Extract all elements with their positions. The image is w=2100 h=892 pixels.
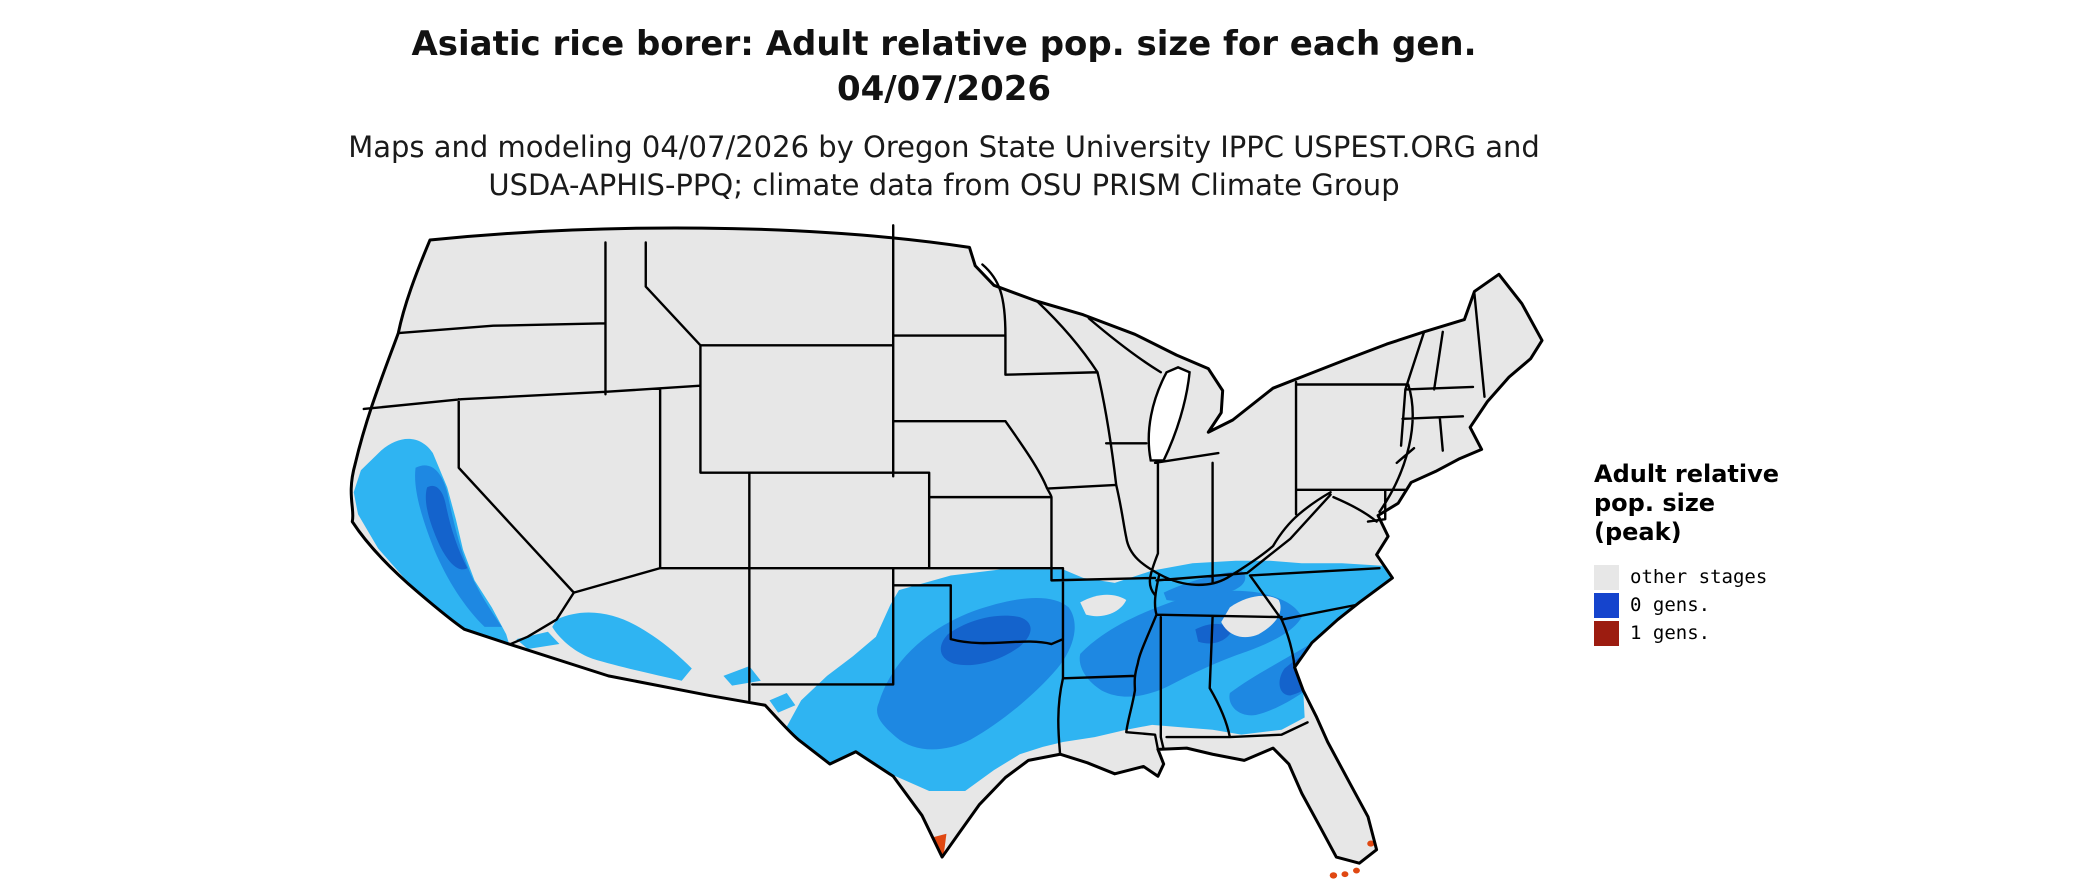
legend-swatch-1-gens [1594,620,1619,646]
legend-title: Adult relative pop. size (peak) [1594,460,1894,547]
gen1-key-spot [1329,872,1338,879]
gen1-key-spot [1341,871,1349,878]
gen1-spots-florida-keys [1329,867,1360,879]
legend-swatch-0-gens [1594,592,1619,618]
legend-swatch-other-stages [1594,564,1619,590]
legend-label-1-gens: 1 gens. [1630,622,1711,644]
gen0-patch-new-mexico [723,666,796,713]
legend-item-other-stages: other stages [1594,563,1894,591]
gen0-hotspot-oklahoma [940,615,1031,666]
other-stages-ozark-gap [1080,594,1127,617]
legend-item-1-gens: 1 gens. [1594,619,1894,647]
legend-item-0-gens: 0 gens. [1594,591,1894,619]
map-date: 04/07/2026 [836,69,1052,109]
legend-label-other-stages: other stages [1630,566,1768,588]
gen0-patch-arizona [516,612,692,681]
gen1-key-spot [1353,867,1360,874]
legend-title-line2: pop. size [1594,489,1716,517]
map-credits-line2: USDA-APHIS-PPQ; climate data from OSU PR… [488,168,1400,202]
map-credits-line1: Maps and modeling 04/07/2026 by Oregon S… [348,130,1540,164]
gen0-hotspot-central-valley [425,485,468,570]
legend-label-0-gens: 0 gens. [1630,594,1711,616]
us-map [335,218,1555,884]
legend-title-line1: Adult relative [1594,460,1780,488]
legend-title-line3: (peak) [1594,518,1682,546]
state-borders [364,225,1485,754]
gen0-hotspot-alabama-georgia [1195,623,1233,644]
map-credits: Maps and modeling 04/07/2026 by Oregon S… [0,128,1888,204]
lake-michigan [1149,367,1190,460]
map-title: Asiatic rice borer: Adult relative pop. … [411,24,1477,64]
legend: Adult relative pop. size (peak) other st… [1594,460,1894,647]
us-map-svg [335,218,1555,879]
header: Asiatic rice borer: Adult relative pop. … [0,22,1888,204]
legend-items: other stages 0 gens. 1 gens. [1594,563,1894,647]
gen1-spot-miami [1367,840,1375,847]
